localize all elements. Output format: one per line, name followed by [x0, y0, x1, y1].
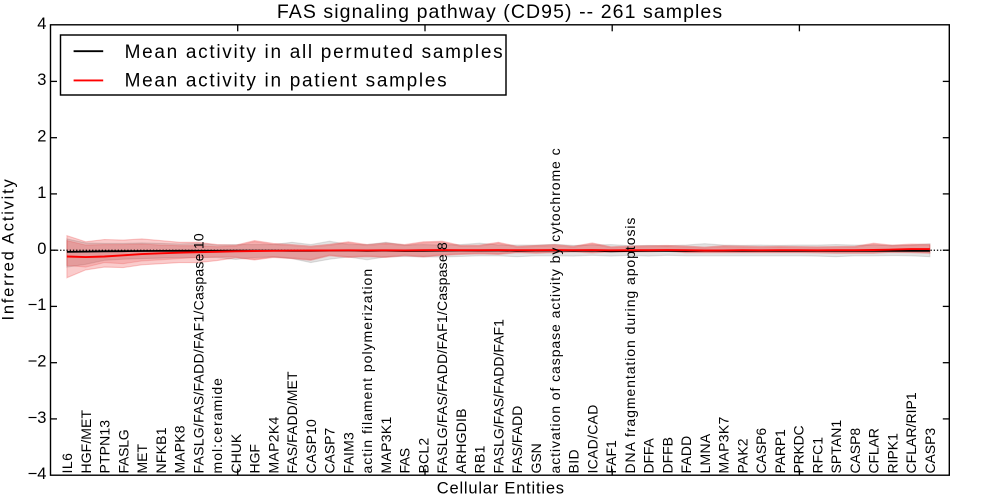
svg-text:RIPK1: RIPK1	[884, 433, 900, 474]
svg-text:DFFB: DFFB	[659, 437, 675, 473]
svg-text:CASP7: CASP7	[322, 428, 338, 474]
svg-text:LMNA: LMNA	[697, 433, 713, 473]
svg-text:Cellular Entities: Cellular Entities	[437, 480, 565, 498]
svg-text:CASP3: CASP3	[922, 428, 938, 474]
svg-text:−1: −1	[28, 296, 47, 314]
svg-text:mol:ceramide: mol:ceramide	[209, 377, 225, 474]
svg-text:−3: −3	[28, 409, 47, 427]
svg-text:CASP10: CASP10	[303, 419, 319, 474]
svg-text:3: 3	[37, 71, 46, 89]
svg-text:DNA fragmentation during apopt: DNA fragmentation during apoptosis	[622, 217, 638, 474]
svg-text:0: 0	[37, 240, 46, 258]
svg-text:HGF: HGF	[247, 444, 263, 473]
svg-text:FASLG/FAS/FADD/FAF1/Caspase 10: FASLG/FAS/FADD/FAF1/Caspase 10	[190, 233, 206, 473]
svg-text:FAS: FAS	[397, 448, 413, 473]
svg-text:MET: MET	[134, 444, 150, 474]
svg-text:FAS/FADD: FAS/FADD	[509, 406, 525, 474]
svg-text:CFLAR/RIP1: CFLAR/RIP1	[903, 392, 919, 473]
svg-text:MAP3K7: MAP3K7	[716, 416, 732, 473]
svg-text:FAS signaling pathway (CD95) -: FAS signaling pathway (CD95) -- 261 samp…	[277, 1, 723, 23]
svg-text:Mean activity in patient sampl: Mean activity in patient samples	[125, 71, 449, 92]
svg-text:CASP8: CASP8	[847, 428, 863, 474]
svg-text:RB1: RB1	[472, 445, 488, 473]
svg-text:FAF1: FAF1	[603, 440, 619, 474]
svg-text:MAPK8: MAPK8	[172, 425, 188, 473]
svg-text:MAP2K4: MAP2K4	[265, 416, 281, 473]
svg-text:RFC1: RFC1	[809, 437, 825, 474]
svg-text:actin filament polymerization: actin filament polymerization	[359, 268, 375, 474]
svg-text:NFKB1: NFKB1	[153, 427, 169, 473]
svg-text:HGF/MET: HGF/MET	[78, 410, 94, 474]
svg-text:ICAD/CAD: ICAD/CAD	[584, 404, 600, 473]
svg-text:DFFA: DFFA	[641, 438, 657, 474]
svg-text:activation of caspase activity: activation of caspase activity by cytoch…	[547, 147, 563, 473]
svg-text:SPTAN1: SPTAN1	[828, 420, 844, 474]
svg-text:PARP1: PARP1	[772, 429, 788, 474]
svg-text:GSN: GSN	[528, 443, 544, 473]
svg-text:PAK2: PAK2	[734, 438, 750, 473]
svg-text:CASP6: CASP6	[753, 428, 769, 474]
svg-text:FASLG/FAS/FADD/FAF1/Caspase 8: FASLG/FAS/FADD/FAF1/Caspase 8	[434, 242, 450, 474]
svg-text:−2: −2	[28, 353, 47, 371]
svg-text:FADD: FADD	[678, 436, 694, 474]
svg-text:ARHGDIB: ARHGDIB	[453, 408, 469, 473]
svg-text:4: 4	[37, 15, 46, 33]
svg-text:1: 1	[37, 184, 46, 202]
svg-text:−4: −4	[28, 465, 47, 483]
svg-text:PTPN13: PTPN13	[97, 420, 113, 474]
svg-text:2: 2	[37, 128, 46, 146]
svg-text:PRKDC: PRKDC	[791, 425, 807, 473]
svg-text:CHUK: CHUK	[228, 433, 244, 473]
svg-text:FAS/FADD/MET: FAS/FADD/MET	[284, 371, 300, 473]
svg-text:FASLG: FASLG	[115, 430, 131, 474]
svg-text:Inferred Activity: Inferred Activity	[0, 177, 18, 320]
svg-text:CFLAR: CFLAR	[866, 428, 882, 473]
svg-text:FASLG/FAS/FADD/FAF1: FASLG/FAS/FADD/FAF1	[491, 319, 507, 474]
svg-text:MAP3K1: MAP3K1	[378, 416, 394, 473]
svg-text:FAIM3: FAIM3	[340, 432, 356, 473]
svg-text:BCL2: BCL2	[415, 438, 431, 474]
svg-text:Mean activity in all permuted: Mean activity in all permuted samples	[125, 42, 505, 63]
svg-text:BID: BID	[566, 449, 582, 474]
svg-text:IL6: IL6	[59, 453, 75, 474]
